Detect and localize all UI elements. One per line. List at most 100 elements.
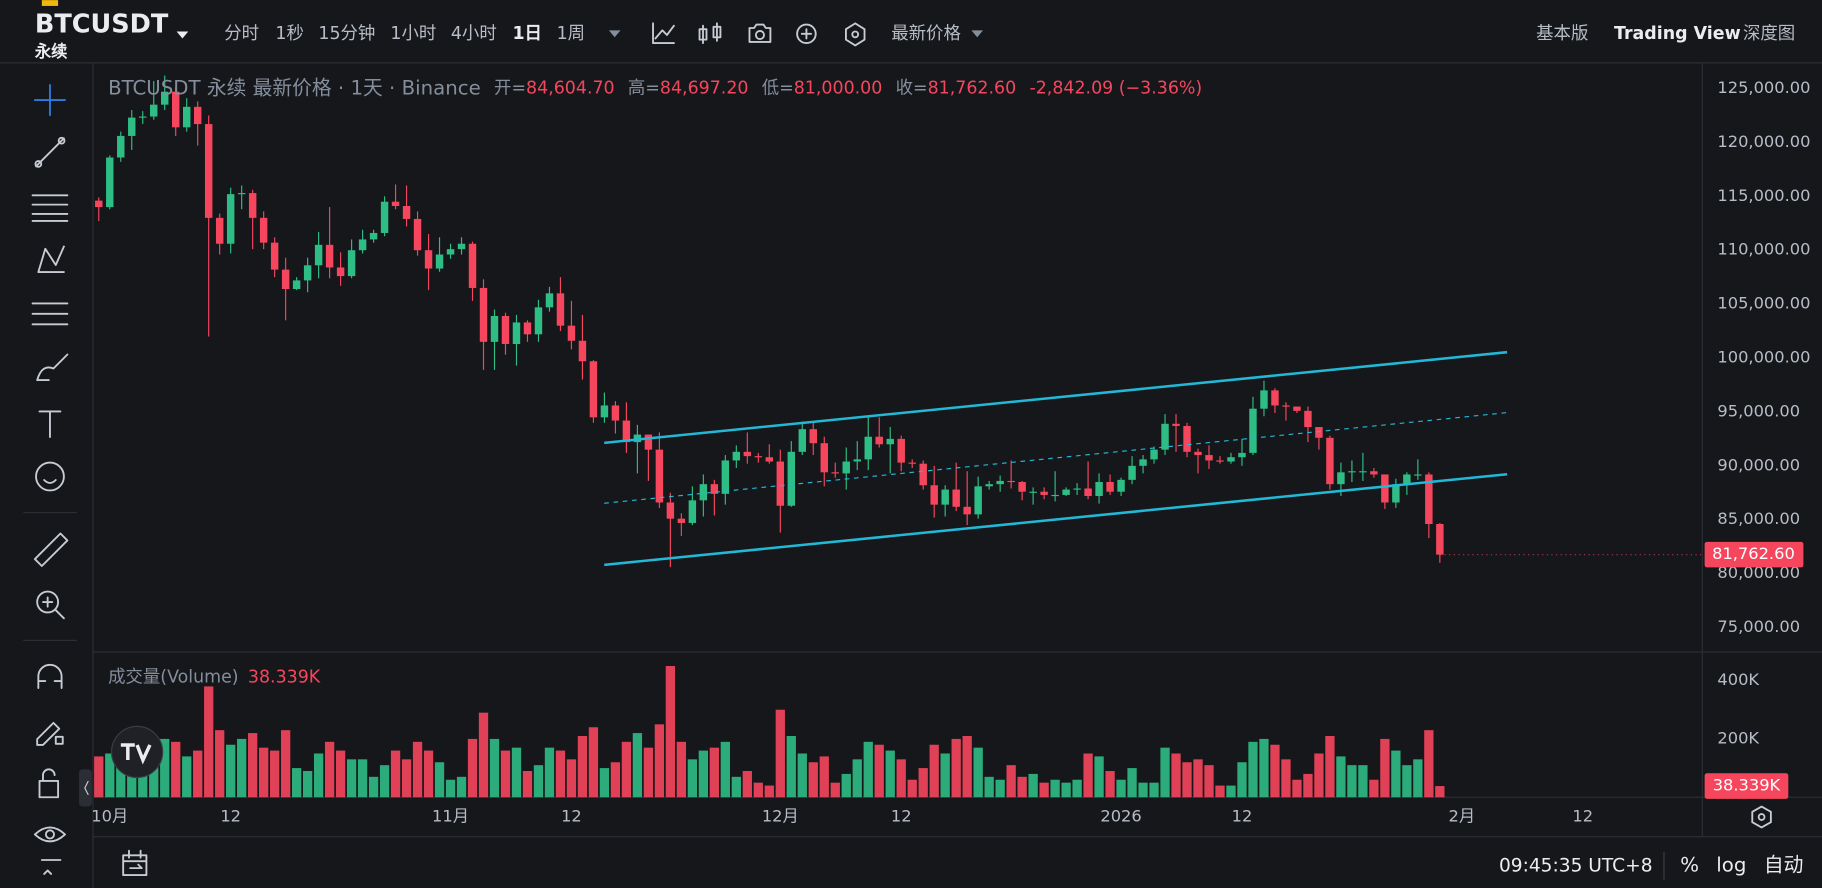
- volume-bar: [116, 747, 126, 798]
- ruler-tool[interactable]: [33, 532, 69, 567]
- remove-tool[interactable]: [40, 859, 62, 875]
- volume-bar: [731, 776, 741, 798]
- candle-body: [347, 250, 356, 277]
- candle-body: [666, 502, 675, 519]
- candle-body: [985, 484, 993, 487]
- interval[interactable]: 4小时: [451, 24, 497, 44]
- volume-bar: [401, 759, 412, 798]
- interval[interactable]: 1周: [557, 24, 585, 44]
- candle-body: [820, 443, 828, 473]
- interval[interactable]: 1秒: [275, 24, 303, 44]
- volume-bar: [522, 770, 533, 798]
- view-tab[interactable]: 基本版: [1536, 24, 1588, 44]
- volume-bar: [1402, 765, 1412, 798]
- lock-drawing-tool[interactable]: [36, 721, 64, 746]
- candle-body: [1095, 482, 1103, 497]
- volume-bar: [1325, 735, 1335, 798]
- candle-body: [435, 254, 444, 269]
- y-tick-label: 125,000.00: [1717, 78, 1810, 97]
- candle-body: [644, 434, 653, 450]
- candle-body: [1414, 474, 1422, 476]
- magnet-tool[interactable]: [37, 663, 63, 689]
- volume-bar: [280, 730, 291, 798]
- date-range-button[interactable]: [122, 849, 148, 877]
- log-button[interactable]: log: [1716, 853, 1746, 876]
- interval[interactable]: 1小时: [390, 24, 436, 44]
- candle-body: [457, 243, 466, 250]
- view-tab-active[interactable]: Trading View: [1614, 24, 1741, 44]
- volume-bar: [313, 753, 324, 798]
- visibility-tool[interactable]: [33, 826, 67, 843]
- volume-bar: [412, 741, 423, 798]
- zoom-tool[interactable]: [36, 590, 60, 614]
- candle-body: [1326, 437, 1334, 485]
- candle-body: [842, 461, 850, 474]
- volume-bar: [1127, 768, 1137, 798]
- pattern-tool[interactable]: [37, 245, 65, 273]
- candle-body: [424, 250, 433, 269]
- volume-bar: [478, 712, 489, 798]
- camera-icon[interactable]: [748, 23, 772, 43]
- axis-settings[interactable]: [1751, 805, 1772, 829]
- volume-bar: [775, 709, 785, 798]
- price-type[interactable]: 最新价格: [891, 24, 961, 44]
- unlock-tool[interactable]: [38, 768, 60, 799]
- candle-body: [930, 485, 938, 505]
- volume-bar: [1237, 762, 1247, 798]
- candle-body: [303, 265, 312, 281]
- x-tick-label: 12: [561, 806, 582, 825]
- candle-body: [1359, 471, 1367, 473]
- logo[interactable]: [110, 725, 164, 779]
- volume-bar: [808, 762, 818, 798]
- gann-tool[interactable]: [31, 302, 69, 326]
- settings-dot: [851, 30, 860, 39]
- symbol[interactable]: BTCUSDT: [35, 10, 169, 40]
- crosshair-tool[interactable]: [33, 84, 67, 117]
- volume-bar: [654, 724, 665, 798]
- chart-type-icon[interactable]: [698, 22, 722, 45]
- candle-body: [1271, 390, 1279, 406]
- price-type-dropdown[interactable]: [971, 30, 984, 38]
- settings-icon[interactable]: [844, 22, 866, 47]
- interval-active[interactable]: 1日: [512, 24, 542, 44]
- brush-tool[interactable]: [36, 353, 69, 382]
- volume-bar: [1094, 756, 1104, 798]
- percent-button[interactable]: %: [1680, 853, 1699, 876]
- legend-value: 81,762.60: [928, 78, 1017, 98]
- volume-bar: [1259, 738, 1269, 798]
- dropdown-arrow[interactable]: [176, 31, 189, 39]
- indicator-icon[interactable]: [652, 22, 675, 45]
- fib-tool[interactable]: [31, 194, 69, 222]
- channel-upper[interactable]: [604, 350, 1508, 445]
- volume-bar: [335, 750, 346, 798]
- auto-button[interactable]: 自动: [1764, 853, 1804, 876]
- channel-lower[interactable]: [604, 472, 1508, 567]
- volume-bar: [830, 782, 840, 798]
- view-tab[interactable]: 深度图: [1743, 24, 1795, 44]
- y-tick-label: 90,000.00: [1717, 455, 1800, 474]
- zoom-tool-details: [42, 596, 65, 620]
- x-tick-label: 12: [891, 806, 912, 825]
- interval[interactable]: 分时: [224, 24, 259, 44]
- toolbar-icons[interactable]: [652, 22, 866, 47]
- candle-body: [688, 500, 697, 523]
- volume-bar: [687, 759, 698, 798]
- add-icon[interactable]: [796, 23, 817, 45]
- emoji-tool[interactable]: [35, 461, 65, 492]
- volume-bar: [643, 747, 654, 798]
- candle-body: [600, 405, 609, 418]
- interval[interactable]: 15分钟: [318, 24, 375, 44]
- volume-bar: [1050, 779, 1060, 798]
- candle-body: [1139, 459, 1147, 466]
- volume-legend: 成交量(Volume) 38.339K: [108, 668, 321, 688]
- candle-body: [699, 484, 708, 501]
- volume-bar: [753, 782, 763, 798]
- candle-body: [919, 463, 927, 486]
- y-tick-label: 110,000.00: [1717, 240, 1810, 259]
- volume-bar: [1215, 785, 1225, 798]
- volume-bar: [709, 747, 719, 798]
- text-tool[interactable]: [38, 410, 62, 438]
- interval-dropdown[interactable]: [608, 30, 621, 38]
